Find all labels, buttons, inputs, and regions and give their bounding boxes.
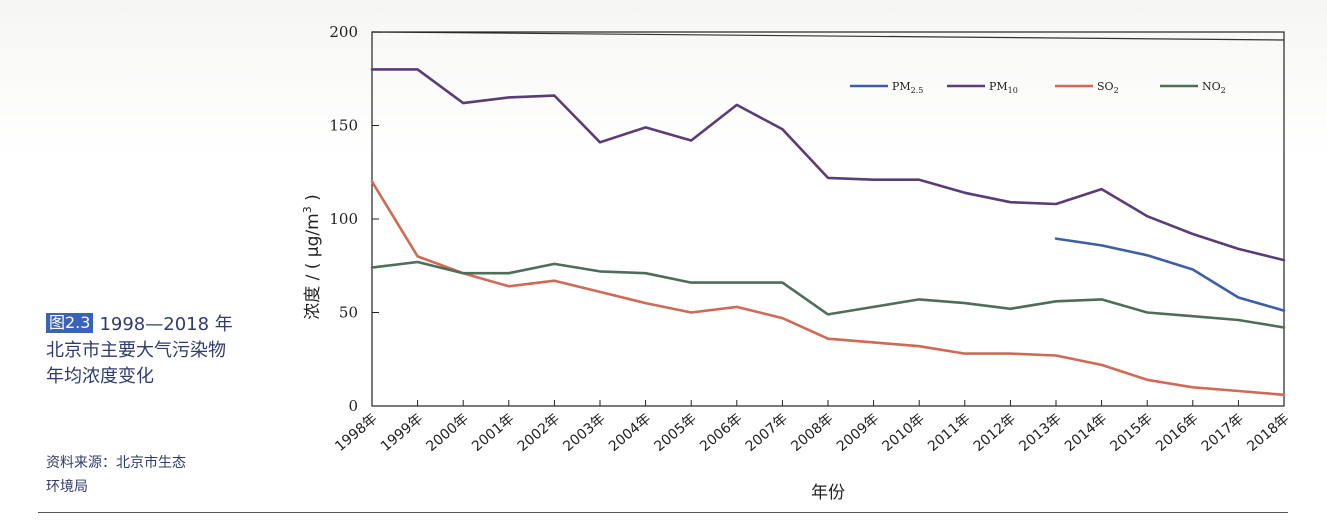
caption-line-1: 图2.3 1998—2018 年 [46, 312, 286, 338]
x-tick-label: 2017年 [1199, 411, 1247, 455]
x-tick-label: 2016年 [1153, 411, 1201, 455]
caption-line-3: 年均浓度变化 [46, 366, 154, 387]
x-tick-label: 2000年 [423, 411, 471, 455]
x-axis-ticks: 1998年1999年2000年2001年2002年2003年2004年2005年… [332, 400, 1293, 455]
x-tick-label: 2011年 [925, 411, 973, 455]
x-tick-label: 2012年 [971, 411, 1019, 455]
y-axis-title: 浓度 / ( μg/m3 ) [301, 194, 323, 320]
legend-label-pm25: PM2.5 [892, 80, 923, 95]
y-tick-label: 0 [348, 397, 358, 415]
data-source-note: 资料来源：北京市生态 环境局 [46, 451, 286, 499]
source-line-2: 环境局 [46, 479, 88, 495]
series-line-so2 [370, 180, 1286, 397]
x-tick-label: 2003年 [560, 411, 608, 455]
x-tick-label: 2015年 [1107, 411, 1155, 455]
x-tick-label: 2005年 [651, 411, 699, 455]
legend-label-no2: NO2 [1202, 80, 1226, 95]
legend-label-pm10: PM10 [989, 80, 1018, 95]
y-tick-label: 50 [339, 304, 358, 322]
x-tick-label: 2002年 [515, 411, 563, 455]
top-edge-line [371, 31, 1285, 41]
x-tick-label: 2006年 [697, 411, 745, 455]
caption-line-2: 北京市主要大气污染物 [46, 340, 226, 361]
x-tick-label: 2013年 [1016, 411, 1064, 455]
x-tick-label: 1999年 [378, 411, 426, 455]
bottom-divider [38, 512, 1288, 513]
x-tick-label: 1998年 [332, 411, 380, 455]
figure-number-badge: 图2.3 [46, 313, 94, 333]
x-axis-title: 年份 [811, 483, 845, 503]
y-tick-label: 200 [329, 23, 358, 41]
series-line-pm25 [1054, 237, 1286, 312]
caption-years: 1998—2018 年 [99, 314, 233, 335]
source-line-1: 资料来源：北京市生态 [46, 455, 186, 471]
x-tick-label: 2004年 [606, 411, 654, 455]
plot-frame [371, 31, 1285, 407]
x-tick-label: 2010年 [879, 411, 927, 455]
legend-label-so2: SO2 [1097, 80, 1119, 95]
series-line-pm10 [370, 68, 1286, 262]
figure-caption: 图2.3 1998—2018 年 北京市主要大气污染物 年均浓度变化 [46, 312, 286, 390]
series-line-no2 [370, 260, 1286, 329]
y-axis-ticks: 0 50 100 150 200 [329, 23, 379, 415]
x-tick-label: 2007年 [743, 411, 791, 455]
y-tick-label: 100 [329, 210, 358, 228]
x-tick-label: 2009年 [834, 411, 882, 455]
x-tick-label: 2001年 [469, 411, 517, 455]
series-lines [370, 68, 1286, 397]
chart-top-border-artifact [371, 31, 1285, 41]
x-tick-label: 2018年 [1244, 411, 1292, 455]
y-tick-label: 150 [329, 117, 358, 135]
chart-legend: PM2.5 PM10 SO2 NO2 [850, 80, 1226, 95]
x-tick-label: 2008年 [788, 411, 836, 455]
x-tick-label: 2014年 [1062, 411, 1110, 455]
